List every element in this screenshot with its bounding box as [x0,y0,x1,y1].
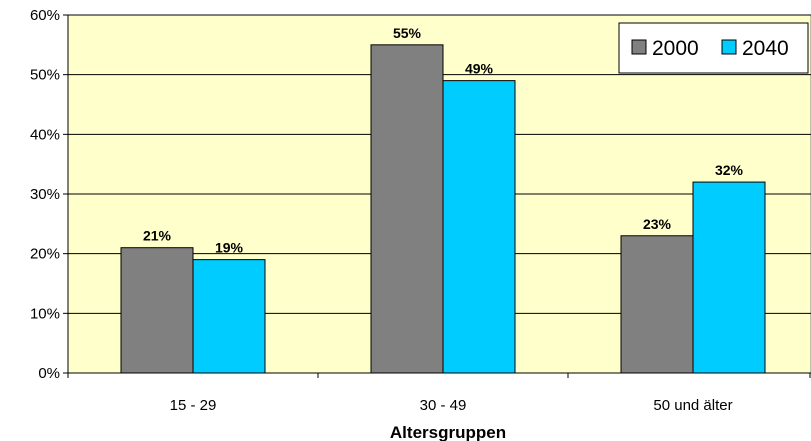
value-label: 55% [393,25,422,41]
bar-2000 [620,235,694,374]
y-tick-label: 50% [30,67,60,84]
bar-2000 [120,247,194,374]
legend-box [618,22,809,74]
axes [63,14,811,378]
value-labels: 21% 19% 55% 49% 23% 32% [143,25,744,256]
value-label: 23% [643,216,672,232]
value-label: 49% [465,61,494,77]
y-tick-labels: 0% 10% 20% 30% 40% 50% 60% [30,7,60,382]
value-label: 21% [143,228,172,244]
bar-2040 [692,181,766,374]
y-tick-label: 30% [30,186,60,203]
y-tick-label: 60% [30,7,60,24]
y-tick-label: 20% [30,246,60,263]
value-label: 32% [715,162,744,178]
x-axis-title: Altersgruppen [390,423,506,441]
x-category-label: 50 und älter [653,397,732,414]
value-label: 19% [215,240,244,256]
bar-2040 [192,259,266,374]
y-tick-label: 40% [30,126,60,143]
x-category-labels: 15 - 29 30 - 49 50 und älter [170,397,733,414]
x-category-label: 30 - 49 [420,397,467,414]
legend: 2000 2040 [618,22,809,74]
y-tick-label: 0% [38,365,60,382]
x-category-label: 15 - 29 [170,397,217,414]
legend-label-2040: 2040 [742,37,789,60]
bar-2040 [442,80,516,374]
legend-swatch-2040 [721,39,737,55]
bar-2000 [370,44,444,374]
legend-label-2000: 2000 [652,37,699,60]
y-tick-label: 10% [30,305,60,322]
legend-swatch-2000 [631,39,647,55]
